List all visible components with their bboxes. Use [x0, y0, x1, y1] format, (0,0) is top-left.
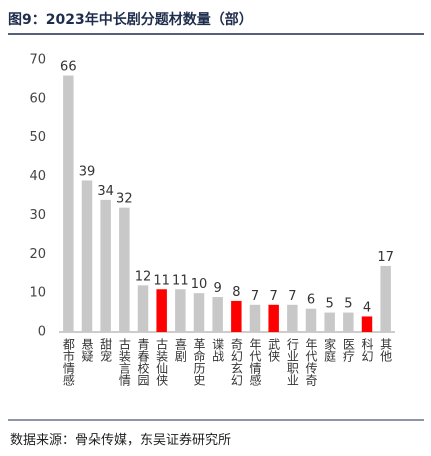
value-label: 66: [60, 60, 77, 75]
value-label: 11: [172, 273, 189, 288]
bar: [380, 265, 391, 332]
bar: [305, 308, 317, 332]
value-label: 7: [288, 289, 296, 304]
value-label: 32: [116, 192, 133, 207]
x-tick-label: 武侠: [267, 338, 281, 362]
y-tick-label: 20: [29, 247, 46, 262]
bar: [137, 285, 149, 332]
x-tick-label: 医疗: [341, 338, 355, 363]
x-tick-label: 悬疑: [80, 338, 94, 362]
x-tick-label: 喜剧: [173, 338, 187, 362]
value-label: 5: [344, 297, 352, 312]
chart-title: 图9：2023年中长剧分题材数量（部）: [8, 11, 253, 28]
x-tick-label: 行业职业: [285, 338, 299, 386]
bar: [361, 316, 373, 332]
bar: [343, 312, 354, 332]
value-label: 39: [79, 164, 96, 179]
bar: [100, 199, 111, 332]
x-tick-label: 革命历史: [192, 338, 206, 386]
x-tick-label: 奇幻玄幻: [229, 338, 243, 386]
value-label: 10: [191, 277, 208, 292]
value-label: 8: [232, 285, 240, 300]
x-tick-label: 青春校园: [136, 338, 150, 387]
x-tick-label: 甜宠: [99, 338, 113, 362]
value-label: 9: [214, 281, 222, 296]
y-tick-label: 60: [29, 91, 46, 106]
y-tick-label: 0: [38, 325, 46, 340]
value-label: 6: [307, 293, 315, 308]
y-tick-label: 40: [29, 169, 46, 184]
x-tick-label: 家庭: [323, 337, 337, 363]
bar: [156, 289, 167, 332]
value-label: 5: [326, 297, 334, 312]
bar: [175, 289, 186, 332]
bar: [287, 304, 298, 332]
y-tick-label: 70: [29, 53, 46, 68]
value-label: 17: [377, 250, 394, 265]
x-tick-label: 古装仙侠: [155, 337, 169, 386]
value-label: 4: [363, 300, 371, 315]
value-label: 12: [135, 269, 152, 284]
bar: [212, 297, 223, 332]
value-label: 7: [270, 289, 278, 304]
y-tick-label: 50: [29, 130, 46, 145]
value-label: 11: [153, 273, 170, 288]
bar: [231, 300, 242, 332]
y-tick-label: 30: [29, 208, 46, 223]
bar: [193, 293, 205, 332]
value-label: 34: [97, 184, 114, 199]
x-tick-label: 古装言情: [117, 337, 131, 387]
x-tick-label: 年代传奇: [304, 338, 318, 386]
value-label: 7: [251, 289, 259, 304]
y-tick-label: 10: [29, 286, 46, 301]
bar: [249, 304, 261, 332]
x-tick-label: 其他: [379, 338, 393, 362]
x-tick-label: 科幻: [360, 338, 374, 362]
bar: [268, 304, 279, 332]
bar: [324, 312, 335, 332]
bar: [63, 75, 74, 333]
bar: [119, 207, 130, 332]
source-note: 数据来源：骨朵传媒，东吴证券研究所: [10, 432, 231, 448]
x-tick-label: 谍战: [211, 338, 225, 363]
x-tick-label: 都市情感: [61, 338, 75, 386]
x-tick-label: 年代情感: [248, 338, 262, 386]
bar: [81, 180, 93, 332]
